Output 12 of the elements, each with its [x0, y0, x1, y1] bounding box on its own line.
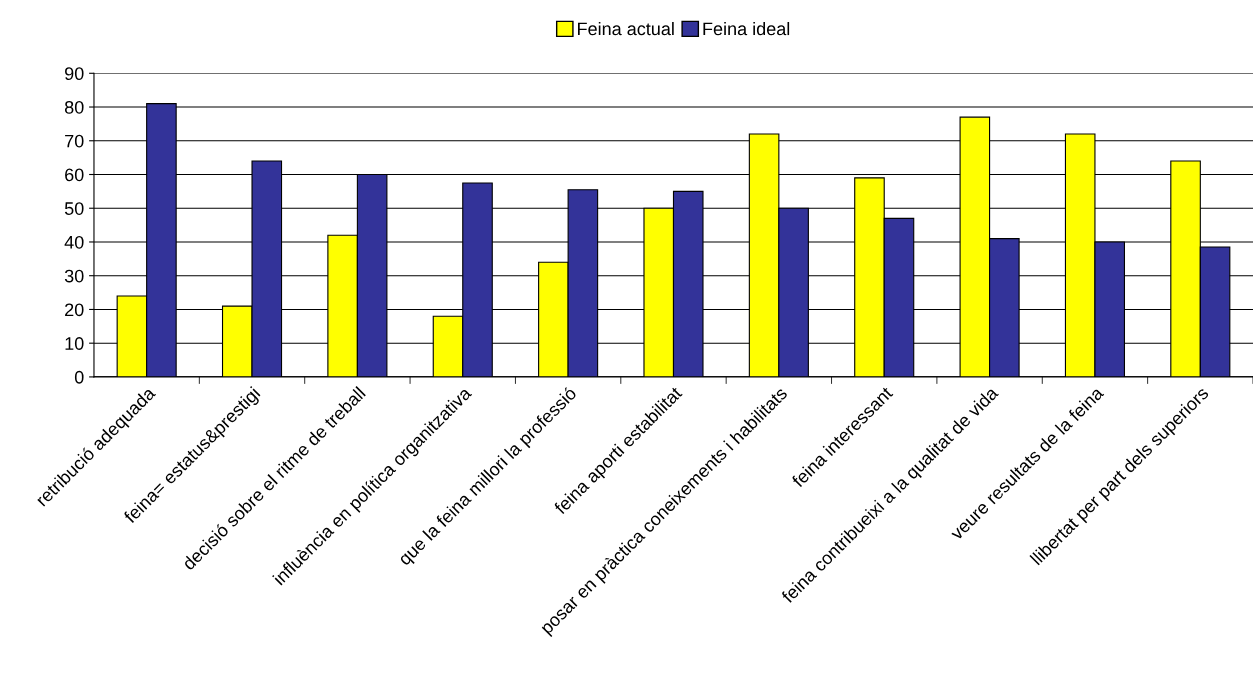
legend-label: Feina ideal [703, 21, 790, 36]
y-tick-label: 80 [64, 100, 84, 114]
legend-label: Feina actual [578, 21, 674, 36]
y-tick-label: 50 [64, 202, 84, 215]
y-tick-label: 90 [65, 67, 84, 81]
y-tick-label: 40 [64, 235, 84, 249]
y-tick-label: 0 [74, 370, 84, 384]
y-tick-label: 30 [64, 269, 84, 283]
y-tick-label: 10 [65, 337, 84, 350]
y-tick-label: 70 [65, 134, 84, 148]
y-tick-label: 60 [65, 168, 84, 182]
y-tick-label: 20 [65, 303, 84, 317]
